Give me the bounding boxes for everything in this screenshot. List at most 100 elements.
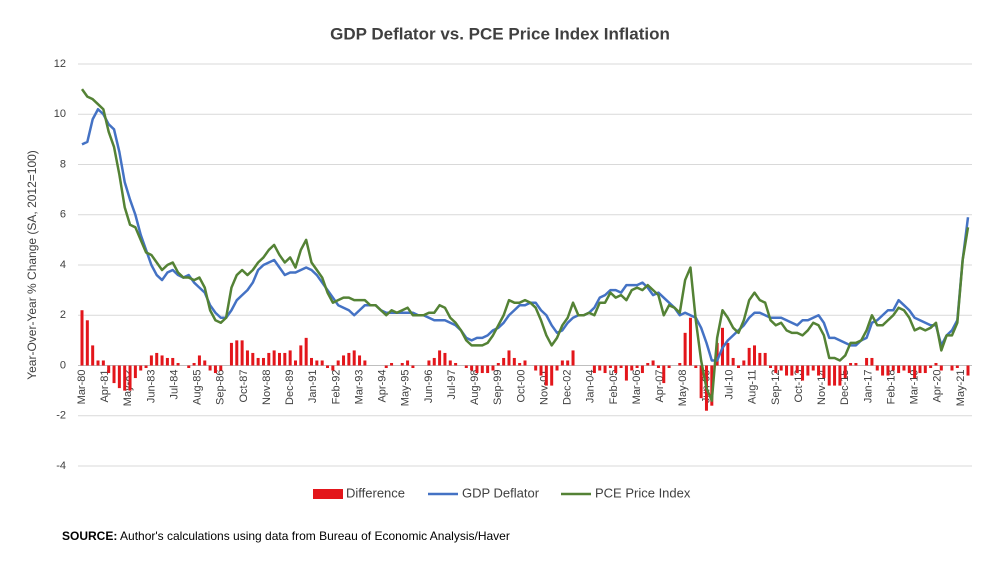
source-label: SOURCE:: [62, 529, 117, 543]
bar: [731, 357, 735, 366]
bar: [918, 365, 922, 374]
bar: [683, 332, 687, 366]
bar: [694, 365, 698, 369]
bar: [133, 365, 137, 379]
bar: [326, 365, 330, 369]
bar: [736, 365, 740, 369]
bar: [913, 365, 917, 379]
y-tick-label: 8: [60, 158, 66, 170]
bar: [678, 362, 682, 366]
bar: [315, 360, 319, 366]
bar: [966, 365, 970, 376]
bar: [870, 357, 874, 366]
x-tick-label: Aug-98: [469, 370, 481, 405]
bar: [774, 365, 778, 374]
bar: [875, 365, 879, 371]
bar: [656, 365, 660, 369]
bar: [822, 365, 826, 379]
bar: [443, 352, 447, 366]
bar: [496, 362, 500, 366]
bar: [688, 317, 692, 366]
source-text: Author's calculations using data from Bu…: [120, 529, 510, 543]
bar: [763, 352, 767, 366]
bar: [726, 342, 730, 366]
bar: [480, 365, 484, 374]
bar: [929, 365, 933, 369]
bar: [229, 342, 233, 366]
x-tick-label: Nov-14: [816, 370, 828, 405]
bar: [544, 365, 548, 386]
bar: [288, 350, 292, 366]
bar: [272, 350, 276, 366]
bar: [523, 360, 527, 366]
bar: [897, 365, 901, 374]
bar: [785, 365, 789, 376]
legend-label: PCE Price Index: [595, 485, 691, 500]
bar: [939, 365, 943, 371]
x-tick-label: Dec-89: [284, 370, 296, 405]
bar: [470, 365, 474, 371]
bar: [566, 360, 570, 366]
bar: [400, 362, 404, 366]
y-tick-label: 6: [60, 209, 66, 221]
x-tick-label: Aug-11: [747, 370, 759, 405]
bar: [293, 360, 297, 366]
bar: [128, 365, 132, 391]
bar: [352, 350, 356, 366]
bar: [427, 360, 431, 366]
y-tick-label: 4: [60, 259, 66, 271]
bar: [598, 365, 602, 371]
bar: [662, 365, 666, 384]
x-tick-label: Feb-05: [608, 370, 620, 405]
bar: [827, 365, 831, 386]
bar: [507, 350, 511, 366]
bar: [342, 355, 346, 366]
bar: [267, 352, 271, 366]
bar: [811, 365, 815, 371]
bar: [213, 365, 217, 374]
bar: [464, 365, 468, 369]
bar: [817, 365, 821, 376]
bar: [758, 352, 762, 366]
bar: [80, 310, 84, 366]
bar: [699, 365, 703, 399]
source-note: SOURCE: Author's calculations using data…: [62, 529, 510, 543]
bar: [630, 365, 634, 371]
bar: [123, 365, 127, 391]
bar: [907, 365, 911, 374]
legend-label: GDP Deflator: [462, 485, 540, 500]
bar: [331, 365, 335, 371]
bar: [256, 357, 260, 366]
bar: [747, 347, 751, 366]
bar: [139, 365, 143, 371]
bar: [155, 352, 159, 366]
bar: [448, 360, 452, 366]
bar: [502, 357, 506, 366]
y-tick-label: 10: [54, 108, 66, 120]
bar: [806, 365, 810, 376]
bar: [619, 365, 623, 369]
bar: [358, 355, 362, 366]
bar: [336, 360, 340, 366]
bar: [251, 352, 255, 366]
bar: [801, 365, 805, 381]
x-tick-label: Sep-86: [215, 370, 227, 405]
x-tick-label: Oct-87: [238, 370, 250, 403]
bar: [608, 365, 612, 369]
bar: [320, 360, 324, 366]
x-tick-label: Mar-80: [76, 370, 88, 405]
x-tick-label: Jan-91: [307, 370, 319, 404]
bar: [779, 365, 783, 371]
bar: [390, 362, 394, 366]
bar: [96, 360, 100, 366]
bar: [795, 365, 799, 374]
bar: [646, 362, 650, 366]
bar: [539, 365, 543, 376]
bar: [411, 365, 415, 369]
bar: [176, 362, 180, 366]
bar: [454, 362, 458, 366]
bar: [299, 345, 303, 366]
x-tick-label: Jun-83: [145, 370, 157, 404]
bar: [624, 365, 628, 381]
x-tick-label: Dec-02: [562, 370, 574, 405]
